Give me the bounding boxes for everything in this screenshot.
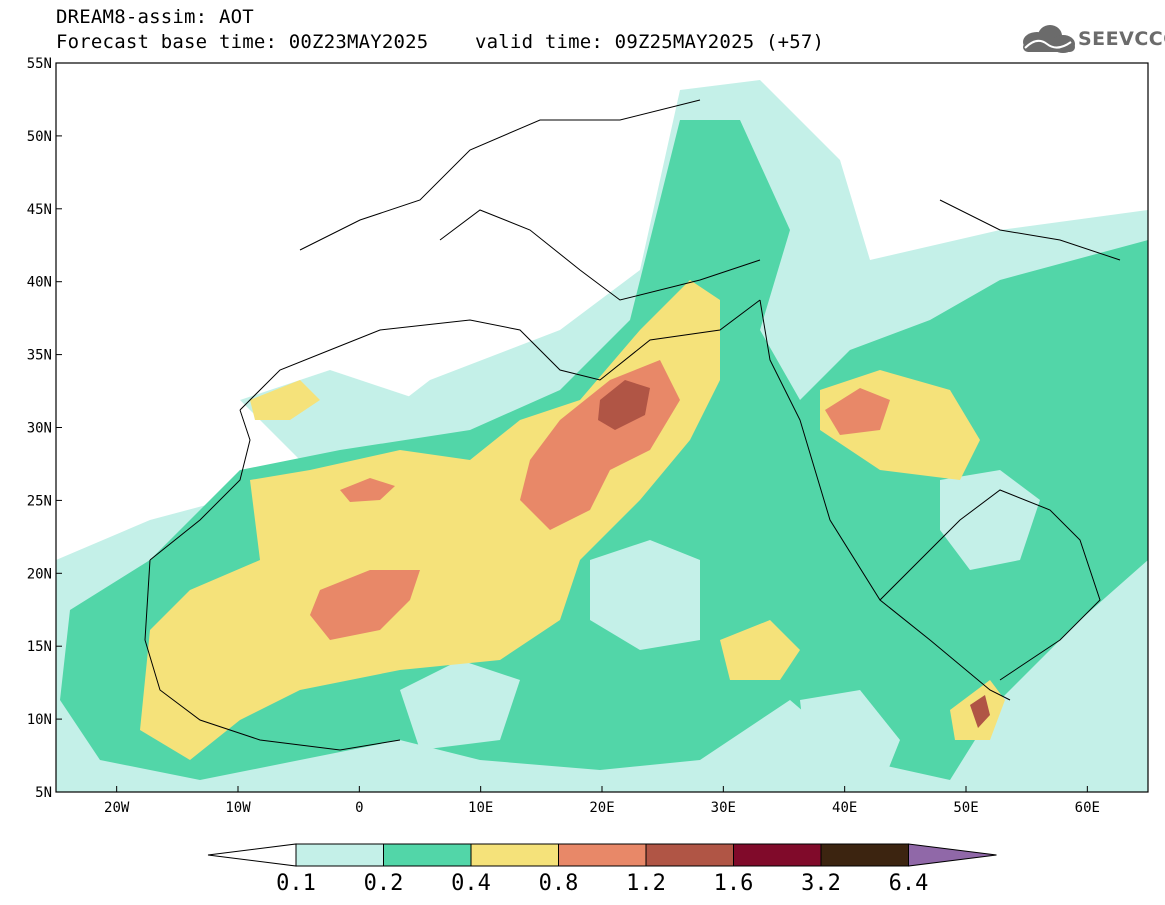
map-title: DREAM8-assim: AOT [56, 6, 254, 28]
aot-region-0.1-nigeria [400, 660, 520, 750]
colorbar-swatch [295, 843, 384, 867]
aot-region-0.4-dustbelt [140, 280, 720, 760]
lat-tick-label: 55N [27, 56, 52, 72]
aot-region-0.8-iraq [825, 388, 890, 435]
aot-region-0.1-chad [590, 540, 700, 650]
lat-tick-label: 25N [27, 493, 52, 509]
forecast-times: Forecast base time: 00Z23MAY2025 valid t… [56, 31, 824, 53]
aot-region-0.1-eastafrica [800, 690, 900, 790]
colorbar-label: 0.4 [451, 871, 491, 896]
lat-tick-label: 30N [27, 421, 52, 437]
colorbar-over-arrow [908, 843, 997, 867]
lat-tick-label: 15N [27, 639, 52, 655]
aot-region-0.4-morocco [250, 380, 320, 420]
colorbar: 0.1 0.2 0.4 0.8 1.2 1.6 3.2 6.4 [207, 843, 997, 896]
colorbar-swatch [558, 843, 647, 867]
colorbar-under-arrow [207, 843, 297, 867]
lat-tick-label: 35N [27, 348, 52, 364]
valid-time: valid time: 09Z25MAY2025 (+57) [475, 31, 825, 53]
colorbar-label: 0.1 [276, 871, 316, 896]
latitude-axis: 55N 50N 45N 40N 35N 30N 25N 20N 15N 10N 5N [27, 56, 62, 801]
colorbar-label: 1.2 [626, 871, 666, 896]
lon-tick-label: 10W [225, 800, 251, 816]
aot-region-1.2-libya [598, 380, 650, 430]
lon-tick-label: 60E [1075, 800, 1100, 816]
lon-tick-label: 50E [953, 800, 978, 816]
colorbar-swatch [470, 843, 559, 867]
lat-tick-label: 20N [27, 566, 52, 582]
colorbar-swatch [820, 843, 909, 867]
aot-region-0.4-sudan [720, 620, 800, 680]
aot-region-0.8-niger [310, 570, 420, 640]
lon-tick-label: 0 [355, 800, 363, 816]
lat-tick-label: 50N [27, 129, 52, 145]
lat-tick-label: 5N [35, 785, 52, 801]
coastlines [144, 99, 1121, 751]
aot-region-0.1-gulf [940, 470, 1040, 570]
colorbar-swatch [383, 843, 472, 867]
colorbar-label: 1.6 [714, 871, 754, 896]
colorbar-swatch [733, 843, 822, 867]
aot-region-0.8-algeria [340, 478, 395, 502]
colorbar-label: 0.8 [539, 871, 579, 896]
lon-tick-label: 30E [711, 800, 736, 816]
lat-tick-label: 10N [27, 712, 52, 728]
colorbar-label: 0.2 [364, 871, 404, 896]
longitude-axis: 20W 10W 0 10E 20E 30E 40E 50E 60E [104, 786, 1100, 816]
aot-field [56, 63, 1148, 792]
cloud-logo-icon [1023, 25, 1075, 53]
colorbar-label: 6.4 [889, 871, 929, 896]
colorbar-label: 3.2 [801, 871, 841, 896]
lon-tick-label: 20E [589, 800, 614, 816]
lon-tick-label: 10E [468, 800, 493, 816]
colorbar-swatch [645, 843, 734, 867]
lon-tick-label: 40E [832, 800, 857, 816]
base-time: Forecast base time: 00Z23MAY2025 [56, 31, 429, 53]
logo-label: SEEVCCC [1078, 28, 1165, 50]
lat-tick-label: 45N [27, 202, 52, 218]
aot-region-1.2-horn [970, 695, 990, 728]
lat-tick-label: 40N [27, 275, 52, 291]
lon-tick-label: 20W [104, 800, 130, 816]
